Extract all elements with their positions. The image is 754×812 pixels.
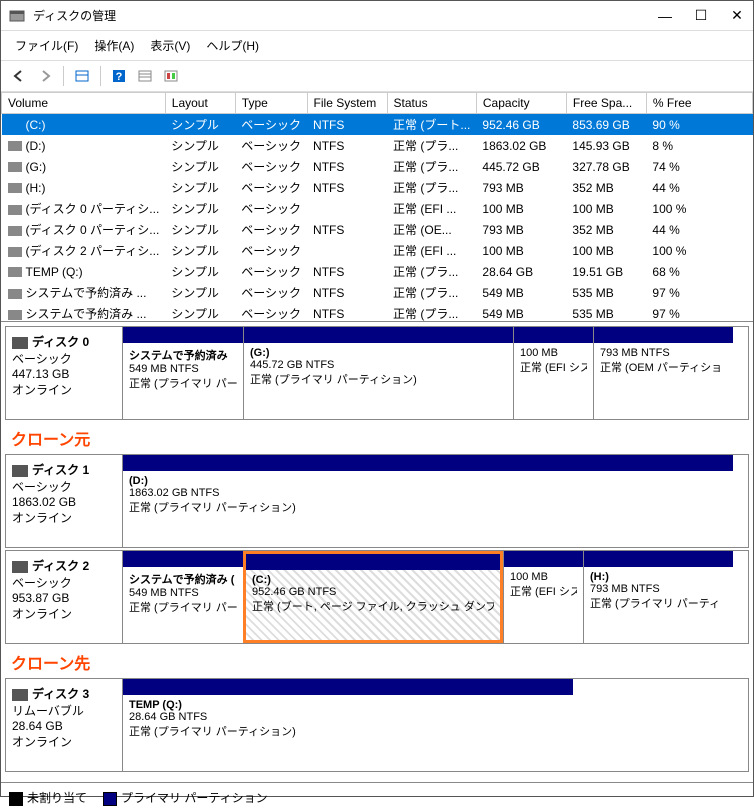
legend-unallocated: 未割り当て [9,789,87,806]
volume-row[interactable]: TEMP (Q:)シンプルベーシックNTFS正常 (プラ...28.64 GB1… [2,261,753,282]
view-button[interactable] [70,65,94,87]
partition[interactable]: (C:)952.46 GB NTFS正常 (ブート, ページ ファイル, クラッ… [243,551,503,643]
window-title: ディスクの管理 [33,7,657,24]
volume-row[interactable]: システムで予約済み ...シンプルベーシックNTFS正常 (プラ...549 M… [2,303,753,322]
legend: 未割り当て プライマリ パーティション [1,782,753,812]
disk-row: ディスク 0ベーシック447.13 GBオンラインシステムで予約済み549 MB… [5,326,749,420]
volume-row[interactable]: システムで予約済み ...シンプルベーシックNTFS正常 (プラ...549 M… [2,282,753,303]
disk-row: ディスク 2ベーシック953.87 GBオンラインシステムで予約済み (549 … [5,550,749,644]
annotation-label: クローン先 [5,646,749,678]
col-layout[interactable]: Layout [165,93,235,114]
volume-row[interactable]: (H:)シンプルベーシックNTFS正常 (プラ...793 MB352 MB44… [2,177,753,198]
svg-text:?: ? [116,71,123,83]
annotation-label: クローン元 [5,422,749,454]
col-type[interactable]: Type [235,93,307,114]
disk-label[interactable]: ディスク 0ベーシック447.13 GBオンライン [5,326,123,420]
volume-row[interactable]: (D:)シンプルベーシックNTFS正常 (プラ...1863.02 GB145.… [2,135,753,156]
volume-row[interactable]: (C:)シンプルベーシックNTFS正常 (ブート...952.46 GB853.… [2,114,753,136]
titlebar: ディスクの管理 — ☐ ✕ [1,1,753,31]
partition[interactable]: (G:)445.72 GB NTFS正常 (プライマリ パーティション) [243,327,513,419]
toolbar: ? [1,60,753,92]
volume-row[interactable]: (ディスク 0 パーティシ...シンプルベーシックNTFS正常 (OE...79… [2,219,753,240]
partition[interactable]: 100 MB正常 (EFI シス [513,327,593,419]
col-capacity[interactable]: Capacity [476,93,566,114]
menu-help[interactable]: ヘルプ(H) [200,35,265,56]
minimize-button[interactable]: — [657,8,673,24]
col-fs[interactable]: File System [307,93,387,114]
col-status[interactable]: Status [387,93,476,114]
menubar: ファイル(F) 操作(A) 表示(V) ヘルプ(H) [1,31,753,60]
menu-file[interactable]: ファイル(F) [9,35,84,56]
volume-row[interactable]: (ディスク 2 パーティシ...シンプルベーシック正常 (EFI ...100 … [2,240,753,261]
back-button[interactable] [7,65,31,87]
col-free[interactable]: Free Spa... [566,93,646,114]
disk-row: ディスク 3リムーバブル28.64 GBオンラインTEMP (Q:)28.64 … [5,678,749,772]
disk-label[interactable]: ディスク 2ベーシック953.87 GBオンライン [5,550,123,644]
col-pctfree[interactable]: % Free [646,93,752,114]
close-button[interactable]: ✕ [729,8,745,24]
menu-action[interactable]: 操作(A) [88,35,140,56]
volume-table: Volume Layout Type File System Status Ca… [1,92,753,322]
menu-view[interactable]: 表示(V) [144,35,196,56]
app-icon [9,8,25,24]
partition[interactable]: システムで予約済み (549 MB NTFS正常 (プライマリ パーテ [123,551,243,643]
volume-table-container: Volume Layout Type File System Status Ca… [1,92,753,322]
forward-button[interactable] [33,65,57,87]
partition[interactable]: (H:)793 MB NTFS正常 (プライマリ パーティ [583,551,733,643]
partition[interactable]: 793 MB NTFS正常 (OEM パーティショ [593,327,733,419]
legend-primary: プライマリ パーティション [103,789,268,806]
volume-row[interactable]: (G:)シンプルベーシックNTFS正常 (プラ...445.72 GB327.7… [2,156,753,177]
partition[interactable]: システムで予約済み549 MB NTFS正常 (プライマリ パーテ [123,327,243,419]
disk-label[interactable]: ディスク 1ベーシック1863.02 GBオンライン [5,454,123,548]
partition[interactable]: 100 MB正常 (EFI シス [503,551,583,643]
graphical-button[interactable] [159,65,183,87]
disk-label[interactable]: ディスク 3リムーバブル28.64 GBオンライン [5,678,123,772]
help-button[interactable]: ? [107,65,131,87]
list-button[interactable] [133,65,157,87]
partition[interactable]: (D:)1863.02 GB NTFS正常 (プライマリ パーティション) [123,455,733,547]
disk-row: ディスク 1ベーシック1863.02 GBオンライン(D:)1863.02 GB… [5,454,749,548]
partition[interactable]: TEMP (Q:)28.64 GB NTFS正常 (プライマリ パーティション) [123,679,573,771]
maximize-button[interactable]: ☐ [693,8,709,24]
graphical-view: ディスク 0ベーシック447.13 GBオンラインシステムで予約済み549 MB… [1,322,753,782]
volume-row[interactable]: (ディスク 0 パーティシ...シンプルベーシック正常 (EFI ...100 … [2,198,753,219]
col-volume[interactable]: Volume [2,93,166,114]
